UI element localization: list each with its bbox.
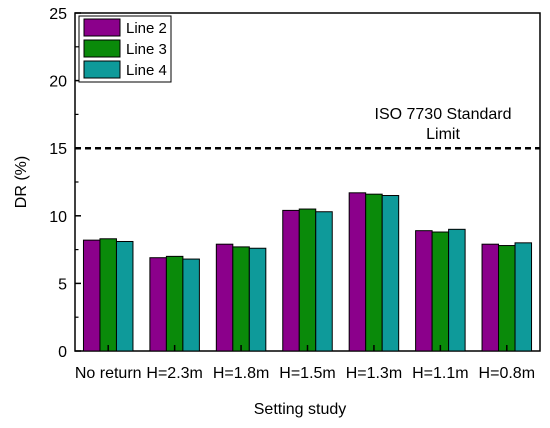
bar: [431, 231, 450, 352]
y-tick-label: 20: [49, 74, 67, 91]
y-tick-label: 25: [49, 6, 67, 23]
bar: [365, 193, 383, 352]
legend-label: Line 4: [126, 62, 167, 79]
bar: [448, 228, 466, 352]
bar: [298, 208, 317, 352]
x-tick-label: H=2.3m: [146, 365, 202, 382]
bar: [99, 238, 117, 352]
y-axis: 0 5 10 15 20 25: [49, 6, 81, 361]
bar: [215, 243, 234, 352]
reference-label-line1: ISO 7730 Standard: [375, 106, 512, 123]
y-tick-label: 10: [49, 209, 67, 226]
bar: [514, 242, 533, 352]
x-tick-label: H=0.8m: [479, 365, 535, 382]
bar: [315, 211, 333, 352]
y-tick-label: 5: [58, 276, 67, 293]
legend-label: Line 3: [126, 41, 167, 58]
bar: [182, 258, 200, 352]
legend-swatch: [83, 18, 121, 37]
bar: [82, 239, 101, 352]
y-tick-label: 15: [49, 141, 67, 158]
x-tick-label: H=1.5m: [279, 365, 335, 382]
reference-line-group: ISO 7730 Standard Limit: [75, 106, 540, 150]
x-tick-label: H=1.3m: [346, 365, 402, 382]
bars: [82, 192, 533, 352]
bar: [381, 195, 400, 352]
legend: Line 2 Line 3 Line 4: [78, 15, 172, 83]
bar: [115, 240, 134, 352]
bar: [149, 257, 167, 352]
bar: [415, 230, 433, 352]
reference-label-line2: Limit: [426, 126, 460, 143]
x-axis-label: Setting study: [254, 401, 347, 418]
legend-swatch: [83, 39, 121, 58]
legend-label: Line 2: [126, 20, 167, 37]
y-tick-label: 0: [58, 344, 67, 361]
bar: [481, 243, 500, 352]
x-tick-label: No return: [75, 365, 142, 382]
bar: [232, 246, 250, 352]
legend-swatch: [83, 60, 121, 79]
bar: [498, 245, 516, 352]
y-axis-label: DR (%): [13, 156, 30, 208]
x-tick-label: H=1.1m: [412, 365, 468, 382]
x-tick-label: H=1.8m: [213, 365, 269, 382]
x-axis: No return H=2.3m H=1.8m H=1.5m H=1.3m H=1.1m H…: [75, 345, 535, 382]
bar: [348, 192, 367, 352]
bar: [282, 209, 300, 352]
bar: [165, 255, 184, 352]
bar: [248, 247, 267, 352]
